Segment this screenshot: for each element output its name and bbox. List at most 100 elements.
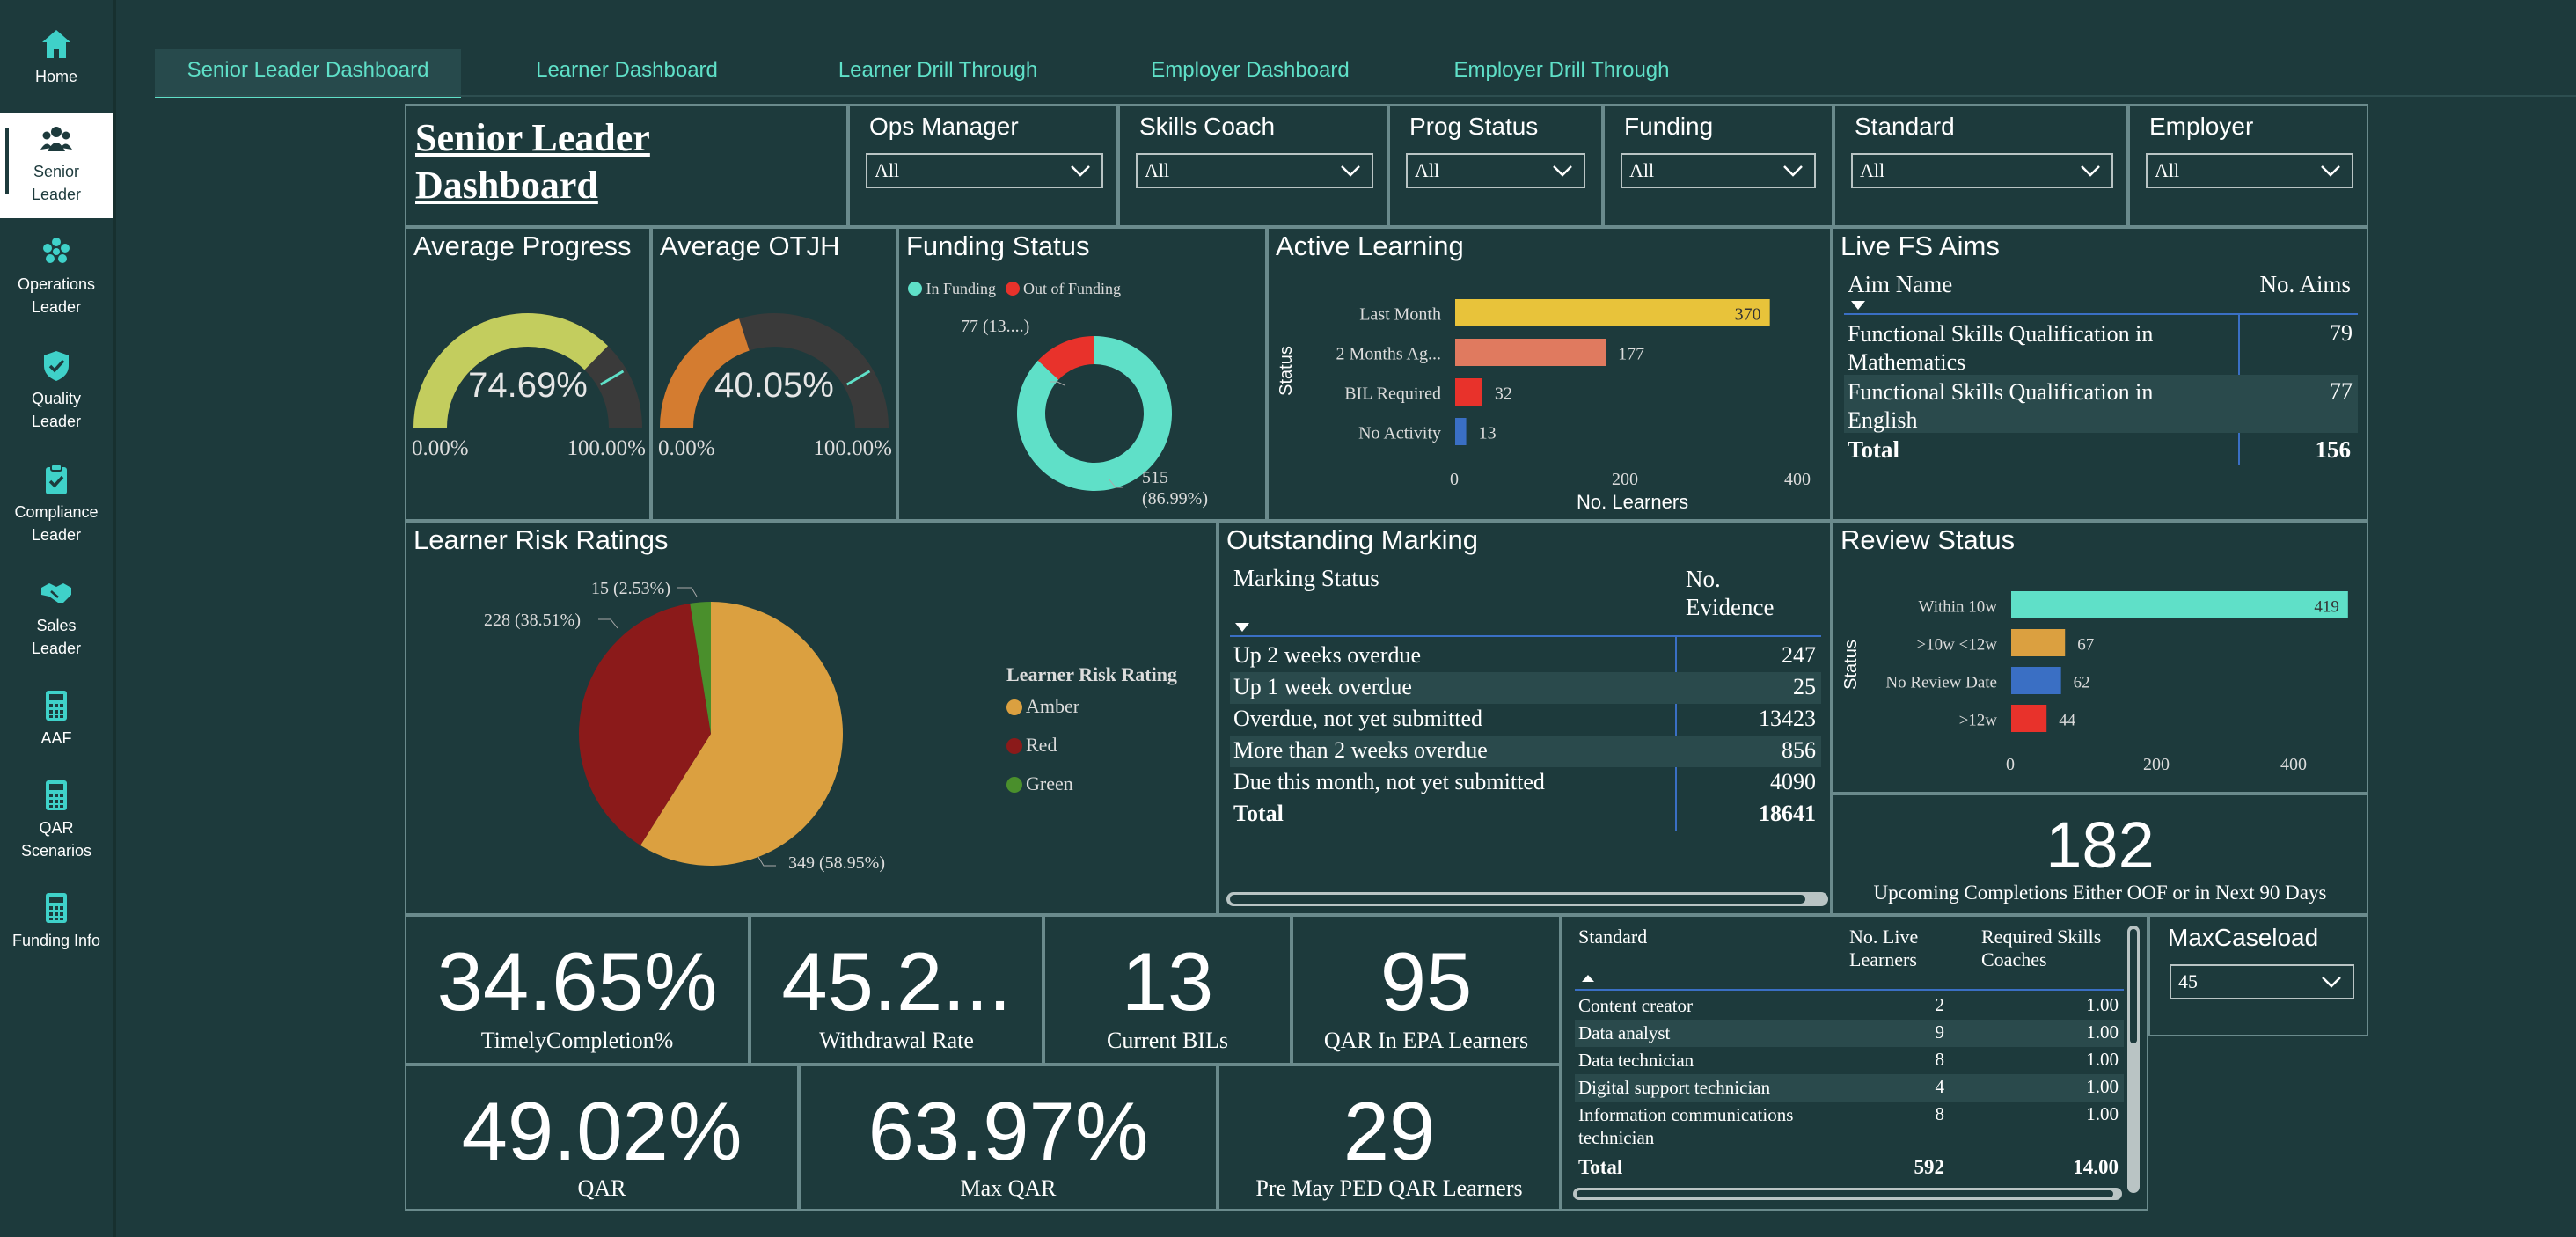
card-title: Average Progress: [413, 231, 632, 261]
category-label: No Review Date: [1885, 673, 1997, 692]
tab-learner-drill-through[interactable]: Learner Drill Through: [838, 58, 1038, 82]
table-row[interactable]: Due this month, not yet submitted 4090: [1230, 767, 1821, 799]
table-row[interactable]: More than 2 weeks overdue 856: [1230, 736, 1821, 767]
vertical-scrollbar[interactable]: [2127, 926, 2140, 1193]
tab-learner-dashboard[interactable]: Learner Dashboard: [536, 58, 718, 82]
ops-manager-dropdown[interactable]: All: [866, 153, 1103, 188]
table-row[interactable]: Overdue, not yet submitted 13423: [1230, 704, 1821, 736]
table-row[interactable]: Digital support technician 4 1.00: [1575, 1074, 2124, 1102]
bar[interactable]: [2011, 705, 2047, 732]
horizontal-scrollbar[interactable]: [1573, 1188, 2122, 1200]
home-icon: [42, 30, 70, 58]
bar[interactable]: [2011, 591, 2348, 618]
table-row[interactable]: Content creator 2 1.00: [1575, 992, 2124, 1020]
sidebar-item-home[interactable]: Home: [0, 26, 113, 88]
column-header-standard[interactable]: Standard: [1578, 926, 1648, 948]
table-row[interactable]: Information communications technician 8 1.0…: [1575, 1102, 2124, 1148]
scrollbar-thumb[interactable]: [1230, 895, 1805, 904]
sidebar-item-sales-leader[interactable]: Sales Leader: [0, 575, 113, 660]
sidebar-item-operations-leader[interactable]: Operations Leader: [0, 234, 113, 318]
table-row[interactable]: Up 1 week overdue 25: [1230, 672, 1821, 704]
scrollbar-thumb[interactable]: [1577, 1190, 2113, 1197]
employer-dropdown[interactable]: All: [2146, 153, 2353, 188]
card-title: Learner Risk Ratings: [413, 524, 669, 555]
sidebar-item-compliance-leader[interactable]: Compliance Leader: [0, 462, 113, 546]
column-header-no-aims[interactable]: No. Aims: [2259, 271, 2351, 297]
tab-senior-leader-dashboard[interactable]: Senior Leader Dashboard: [155, 49, 461, 98]
horizontal-scrollbar[interactable]: [1226, 892, 1828, 906]
slicer-title: Employer: [2149, 113, 2254, 140]
bar[interactable]: [2011, 629, 2066, 656]
column-header-required-coaches[interactable]: Required Skills Coaches: [1981, 926, 2102, 970]
gauge-fill: [660, 318, 750, 428]
sort-desc-icon[interactable]: [1233, 621, 1251, 633]
bar[interactable]: [1455, 378, 1482, 406]
table-row[interactable]: Up 2 weeks overdue 247: [1230, 640, 1821, 672]
chevron-down-icon: [2081, 165, 2100, 177]
total-value: 18641: [1759, 801, 1816, 826]
bar[interactable]: [2011, 667, 2061, 694]
sort-asc-icon[interactable]: [1580, 973, 1596, 984]
funding-dropdown[interactable]: All: [1621, 153, 1816, 188]
y-axis-label: Status: [1276, 346, 1296, 396]
kpi-value: 49.02%: [461, 1085, 743, 1177]
slicer-title: Skills Coach: [1139, 113, 1276, 140]
legend-swatch: [1005, 282, 1020, 296]
bar[interactable]: [1455, 299, 1770, 326]
sidebar-item-qar-scenarios[interactable]: QAR Scenarios: [0, 778, 113, 862]
scrollbar-thumb[interactable]: [2130, 929, 2137, 1043]
kpi-card-pre-may-ped: 29 Pre May PED QAR Learners: [1218, 1065, 1561, 1211]
bar[interactable]: [1455, 339, 1606, 366]
dropdown-value: All: [1860, 159, 1885, 181]
sidebar-item-label: Compliance Leader: [14, 503, 99, 544]
sidebar-item-aaf[interactable]: AAF: [0, 688, 113, 750]
legend-item-red[interactable]: Red: [1006, 734, 1057, 757]
standard-dropdown[interactable]: All: [1851, 153, 2113, 188]
table-row[interactable]: Data analyst 9 1.00: [1575, 1020, 2124, 1047]
skills-coach-dropdown[interactable]: All: [1136, 153, 1373, 188]
kpi-card-current-bils: 13 Current BILs: [1043, 915, 1292, 1065]
kpi-value: 63.97%: [867, 1085, 1149, 1177]
donut-slice-in-funding: [1017, 336, 1172, 491]
sidebar-item-senior-leader[interactable]: Senior Leader: [0, 113, 113, 218]
chart-legend: In Funding Out of Funding: [908, 280, 1121, 298]
average-progress-gauge: [413, 313, 642, 428]
sidebar-item-label: AAF: [40, 729, 72, 747]
calculator-icon: [46, 780, 67, 810]
tab-employer-drill-through[interactable]: Employer Drill Through: [1453, 58, 1670, 82]
x-tick: 0: [2006, 755, 2015, 774]
category-label: No Activity: [1358, 423, 1441, 443]
legend-item-amber[interactable]: Amber: [1006, 695, 1079, 718]
column-header-live-learners[interactable]: No. Live Learners: [1849, 926, 1919, 970]
calculator-icon: [46, 893, 67, 923]
sidebar-item-funding-info[interactable]: Funding Info: [0, 890, 113, 952]
upcoming-completions-card: 182 Upcoming Completions Either OOF or i…: [1832, 794, 2368, 915]
sidebar-item-quality-leader[interactable]: Quality Leader: [0, 348, 113, 433]
kpi-label: TimelyCompletion%: [480, 1028, 674, 1053]
marking-status: Due this month, not yet submitted: [1233, 769, 1545, 794]
header-underline: [1575, 989, 2124, 991]
bar[interactable]: [1455, 418, 1467, 445]
learner-count: 9: [1935, 1021, 1945, 1043]
total-label: Total: [1848, 436, 1900, 463]
learner-risk-ratings-card: Learner Risk Ratings 15 (2.53%) 228 (38.…: [405, 521, 1218, 915]
legend-item-green[interactable]: Green: [1006, 772, 1073, 795]
table-row[interactable]: Functional Skills Qualification in Englis…: [1844, 375, 2358, 433]
slicer-title: MaxCaseload: [2168, 924, 2319, 951]
table-row[interactable]: Functional Skills Qualification in Mathem…: [1844, 317, 2358, 375]
people-icon: [40, 127, 72, 151]
column-header-aim-name[interactable]: Aim Name: [1848, 271, 1953, 297]
prog-status-dropdown[interactable]: All: [1406, 153, 1585, 188]
total-label: Total: [1578, 1156, 1623, 1178]
kpi-card-qar: 49.02% QAR: [405, 1065, 799, 1211]
tab-employer-dashboard[interactable]: Employer Dashboard: [1151, 58, 1350, 82]
average-otjh-card: Average OTJH 40.05% 0.00% 100.00%: [651, 227, 897, 521]
column-header-no-evidence[interactable]: No. Evidence: [1686, 566, 1775, 620]
gauge-fill: [413, 313, 609, 428]
maxcaseload-dropdown[interactable]: 45: [2170, 964, 2354, 999]
kpi-card-timely-completion: 34.65% TimelyCompletion%: [405, 915, 750, 1065]
table-row[interactable]: Data technician 8 1.00: [1575, 1047, 2124, 1074]
sort-desc-icon[interactable]: [1849, 299, 1867, 311]
slicer-ops-manager: Ops Manager All: [848, 104, 1118, 227]
column-header-marking-status[interactable]: Marking Status: [1233, 565, 1379, 591]
